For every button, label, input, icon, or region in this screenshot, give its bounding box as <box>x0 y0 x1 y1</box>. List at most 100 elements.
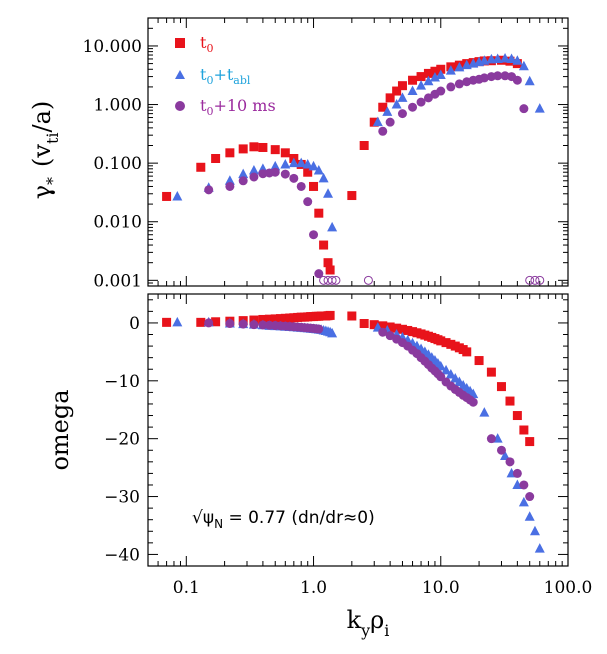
data-point-circle <box>270 167 280 177</box>
y-tick-label: 10.000 <box>83 37 142 57</box>
data-point-square <box>378 321 388 331</box>
legend-t0-base: t <box>200 33 207 52</box>
data-point-open-circle <box>535 275 545 285</box>
data-point-square <box>264 314 274 324</box>
x-tick-label: 10.0 <box>422 578 460 598</box>
data-point-circle <box>378 327 388 337</box>
y-label-open: (v <box>28 144 56 167</box>
y-tick-label: −40 <box>104 545 140 565</box>
y-tick-label: −10 <box>104 372 140 392</box>
x-label-rhosub: i <box>384 621 389 640</box>
data-point-square <box>416 72 426 82</box>
data-point-triangle <box>512 55 523 65</box>
data-point-open-circle <box>363 275 373 285</box>
data-point-triangle <box>534 103 545 113</box>
legend-tabl-plus: + <box>213 65 226 84</box>
data-point-circle <box>512 75 522 85</box>
legend-t0-sub: 0 <box>206 42 213 55</box>
data-point-triangle <box>524 75 535 86</box>
data-point-square <box>496 382 506 392</box>
data-point-square <box>525 437 535 447</box>
data-point-open-circle <box>331 275 341 285</box>
top-plot-frame <box>147 17 569 287</box>
data-point-circle <box>416 97 426 107</box>
data-point-triangle <box>423 75 434 86</box>
data-point-square <box>314 208 324 218</box>
data-point-square <box>369 117 379 127</box>
data-point-triangle <box>382 106 393 116</box>
data-point-triangle <box>492 53 503 63</box>
annotation-psi: √ψN = 0.77 (dn/dr≈0) <box>192 508 375 531</box>
data-point-circle <box>289 173 299 183</box>
data-point-triangle <box>518 60 529 71</box>
data-point-circle <box>204 318 214 328</box>
data-point-triangle <box>506 53 517 63</box>
data-point-circle <box>525 492 535 502</box>
data-point-triangle <box>391 99 402 109</box>
data-point-triangle <box>518 496 529 507</box>
data-point-square <box>392 86 402 96</box>
annot-psi-sub: N <box>214 517 223 531</box>
data-point-square <box>403 325 413 335</box>
svg-text:t0+tabl: t0+tabl <box>200 65 251 87</box>
bottom-y-axis-title: omega <box>46 389 74 470</box>
data-point-square <box>162 191 172 201</box>
bottom-y-tick-labels: 0 −10 −20 −30 −40 <box>104 314 140 565</box>
data-point-circle <box>446 82 456 92</box>
data-point-triangle <box>248 164 259 175</box>
y-tick-label: 0.010 <box>93 213 142 233</box>
x-tick-label: 0.1 <box>173 578 200 598</box>
data-point-triangle <box>296 157 307 168</box>
data-point-triangle <box>397 92 408 102</box>
data-point-open-circle <box>530 275 540 285</box>
y-tick-label: 1.000 <box>93 96 142 116</box>
data-point-square <box>303 167 313 177</box>
data-point-circle <box>454 79 464 89</box>
data-point-circle <box>468 397 478 407</box>
data-point-circle <box>397 109 407 119</box>
data-point-square <box>359 319 369 329</box>
data-point-triangle <box>313 164 324 175</box>
data-point-circle <box>314 324 324 334</box>
data-point-triangle <box>529 525 540 536</box>
data-point-triangle <box>302 158 313 169</box>
legend-t10-plus: +10 ms <box>213 96 275 115</box>
data-point-triangle <box>238 168 249 179</box>
data-point-open-circle <box>319 275 329 285</box>
data-point-square <box>441 338 451 348</box>
data-point-square <box>397 81 407 91</box>
data-point-square <box>211 317 221 327</box>
data-point-square <box>436 336 446 346</box>
data-point-square <box>196 162 206 172</box>
data-point-square <box>325 310 335 320</box>
data-point-triangle <box>479 407 490 417</box>
y-label-close: /a) <box>28 101 56 133</box>
data-point-triangle <box>288 157 299 168</box>
data-point-open-circle <box>525 275 535 285</box>
legend-tabl-sub: 0 <box>206 74 213 87</box>
top-y-axis-title: γ* (vti/a) <box>28 101 62 200</box>
data-point-square <box>486 367 496 377</box>
y-tick-label: −20 <box>104 430 140 450</box>
legend-t10-base: t <box>200 96 207 115</box>
data-point-circle <box>505 457 515 467</box>
top-data-points <box>162 53 545 285</box>
y-label-sub: ti <box>43 132 62 144</box>
legend-t10-sub: 0 <box>206 105 213 118</box>
x-tick-label: 1.0 <box>300 578 327 598</box>
data-point-square <box>162 317 172 327</box>
data-point-triangle <box>172 316 183 327</box>
data-point-square <box>378 102 388 112</box>
bottom-data-points <box>162 310 545 553</box>
data-point-square <box>436 64 446 74</box>
data-point-square <box>196 317 206 327</box>
data-point-square <box>385 322 395 332</box>
data-point-circle <box>258 320 268 330</box>
data-point-square <box>430 66 440 76</box>
data-point-triangle <box>534 543 545 553</box>
data-point-circle <box>204 185 214 195</box>
top-y-tick-labels: 0.001 0.010 0.100 1.000 10.000 <box>83 37 142 291</box>
data-point-triangle <box>524 511 535 521</box>
legend: t0 t0+tabl t0+10 ms <box>175 33 276 118</box>
